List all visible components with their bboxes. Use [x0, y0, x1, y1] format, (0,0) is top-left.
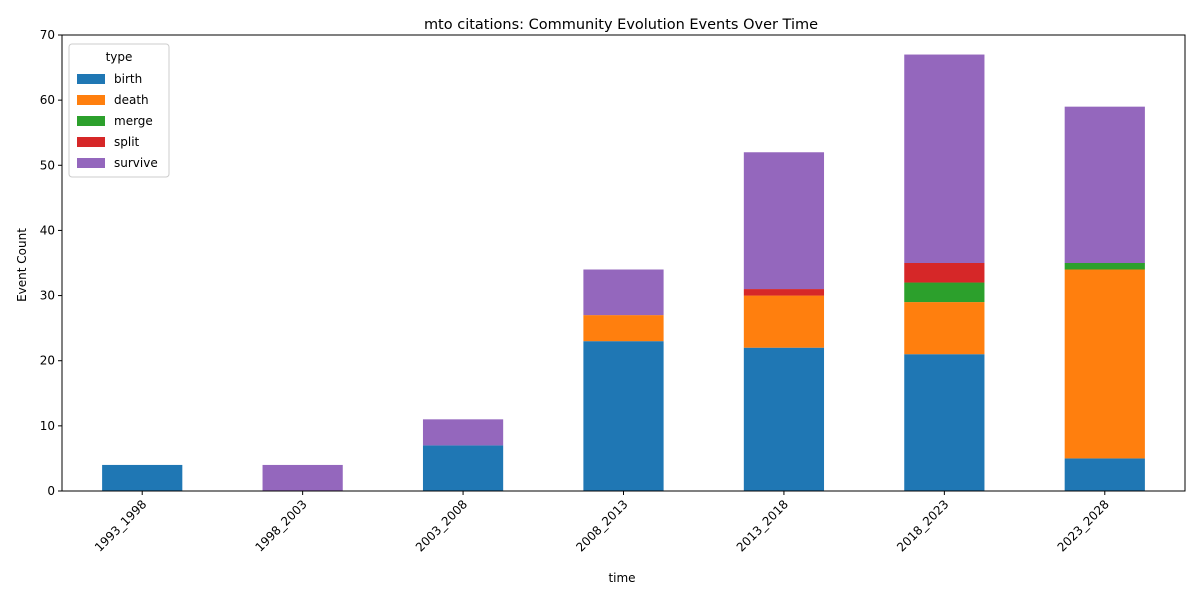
bar-birth-2003_2008 [422, 445, 504, 491]
bar-death-2013_2018 [743, 295, 825, 348]
bars-layer [102, 54, 1145, 491]
bar-birth-2013_2018 [743, 347, 825, 491]
legend-swatch-birth [77, 74, 105, 84]
legend-label-split: split [114, 135, 140, 149]
legend: type birth death merge split survive [68, 43, 170, 178]
y-tick-label: 30 [40, 289, 55, 303]
bar-birth-2023_2028 [1064, 458, 1145, 491]
y-tick-label: 20 [40, 354, 55, 368]
bar-birth-1993_1998 [102, 464, 183, 491]
bar-survive-2003_2008 [422, 419, 504, 446]
bar-survive-2018_2023 [904, 54, 985, 263]
y-tick-label: 50 [40, 158, 55, 172]
legend-swatch-death [77, 95, 105, 105]
bar-survive-2008_2013 [583, 269, 664, 316]
y-tick-label: 60 [40, 93, 55, 107]
bar-survive-2023_2028 [1064, 106, 1145, 263]
legend-swatch-split [77, 137, 105, 147]
bar-split-2013_2018 [743, 289, 825, 296]
legend-label-birth: birth [114, 72, 142, 86]
bar-survive-2013_2018 [743, 152, 825, 290]
bar-merge-2023_2028 [1064, 263, 1145, 270]
bar-death-2018_2023 [904, 302, 985, 355]
legend-label-survive: survive [114, 156, 158, 170]
legend-swatch-survive [77, 158, 105, 168]
bar-death-2023_2028 [1064, 269, 1145, 459]
bar-birth-2018_2023 [904, 354, 985, 491]
bar-death-2008_2013 [583, 315, 664, 342]
y-tick-label: 10 [40, 419, 55, 433]
legend-label-death: death [114, 93, 149, 107]
legend-label-merge: merge [114, 114, 153, 128]
bar-split-2018_2023 [904, 263, 985, 283]
legend-title: type [106, 50, 133, 64]
bar-merge-2018_2023 [904, 282, 985, 303]
y-axis-label: Event Count [15, 228, 29, 302]
x-axis-label: time [608, 571, 635, 585]
y-tick-label: 0 [47, 484, 55, 498]
bar-birth-2008_2013 [583, 341, 664, 491]
y-tick-label: 40 [40, 223, 55, 237]
y-tick-label: 70 [40, 28, 55, 42]
chart-title: mto citations: Community Evolution Event… [424, 17, 818, 33]
legend-swatch-merge [77, 116, 105, 126]
bar-survive-1998_2003 [262, 464, 343, 491]
